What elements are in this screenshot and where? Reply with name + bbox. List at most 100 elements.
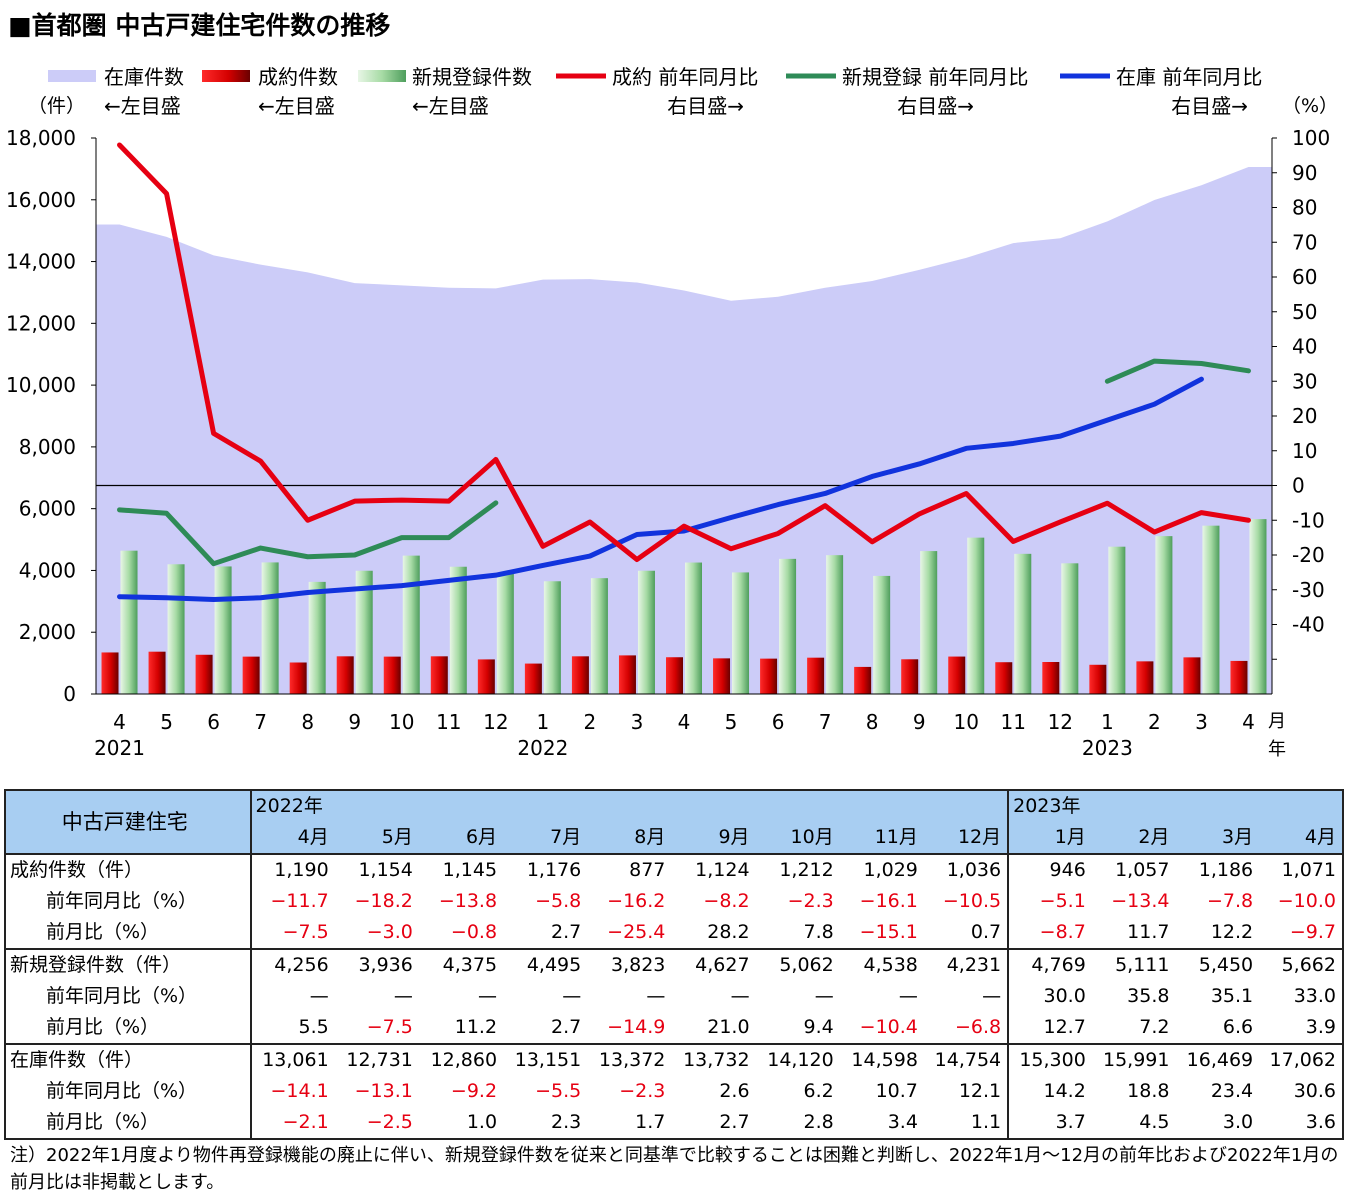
left-tick-label: 14,000	[6, 250, 76, 274]
table-row: 在庫件数（件） 13,061 12,731 12,860 13,151 13,372 13,…	[5, 1043, 1343, 1076]
contract-bar	[807, 657, 825, 694]
right-tick-label: -20	[1292, 543, 1325, 567]
table-cell: 1,212	[755, 853, 840, 886]
new-listing-bar	[355, 570, 373, 694]
x-tick-label: 1	[537, 710, 550, 734]
table-cell: 1.7	[635, 1111, 666, 1133]
x-tick-label: 3	[1195, 710, 1208, 734]
table-cell: —	[814, 985, 834, 1007]
table-cell: 17,062	[1259, 1043, 1343, 1076]
legend-label: 在庫件数	[104, 65, 184, 89]
table-cell: 4,538	[839, 948, 924, 981]
x-tick-label: 12	[1048, 710, 1073, 734]
new-listing-bar	[402, 555, 420, 694]
table-cell: −13.4	[1111, 890, 1170, 912]
left-tick-label: 18,000	[6, 126, 76, 150]
right-tick-label: -40	[1292, 613, 1325, 637]
contract-yoy-line	[117, 142, 1251, 563]
table-row: 前月比（%） −7.5 −3.0 −0.8 2.7 −25.4 28.2 7.8 −15.1 0.…	[5, 917, 1343, 949]
right-tick-label: 100	[1292, 126, 1330, 150]
table-cell: 14.2	[1007, 1076, 1092, 1107]
x-tick-label: 10	[389, 710, 414, 734]
table-cell: −10.4	[859, 1016, 918, 1038]
x-tick-label: 7	[819, 710, 832, 734]
table-row: 前月比（%） 5.5 −7.5 11.2 2.7 −14.9 21.0 9.4 −10.4 −6.…	[5, 1012, 1343, 1044]
legend-axis-note: ←左目盛	[104, 94, 181, 118]
table-row: 前月比（%） −2.1 −2.5 1.0 2.3 1.7 2.7 2.8 3.4 1.1 3.7 4.…	[5, 1107, 1343, 1139]
x-unit-month: 月	[1268, 711, 1286, 732]
table-cell: 3.0	[1222, 1111, 1254, 1133]
table-cell: 2.6	[719, 1080, 750, 1102]
table-cell: 1,186	[1175, 853, 1260, 886]
table-row: 新規登録件数（件） 4,256 3,936 4,375 4,495 3,823 4,627 5…	[5, 948, 1343, 981]
new-listing-bar	[449, 566, 467, 694]
table-cell: −6.8	[954, 1016, 1002, 1038]
x-tick-label: 5	[725, 710, 738, 734]
left-tick-label: 2,000	[19, 620, 76, 644]
table-cell: −0.8	[450, 921, 498, 943]
contract-bar	[336, 656, 354, 694]
footnote: 注）2022年1月度より物件再登録機能の廃止に伴い、新規登録件数を従来と同基準で…	[10, 1145, 1339, 1193]
year-label: 2021	[94, 736, 145, 760]
new-listing-bar	[214, 566, 232, 694]
table-row: 前年同月比（%） −11.7 −18.2 −13.8 −5.8 −16.2 −8.2 −2.3…	[5, 886, 1343, 917]
new-listing-bar	[826, 555, 844, 694]
table-cell: 1,176	[503, 853, 588, 886]
left-tick-label: 4,000	[19, 558, 76, 582]
table-cell: —	[646, 985, 666, 1007]
left-tick-label: 16,000	[6, 188, 76, 212]
right-tick-label: 70	[1292, 230, 1317, 254]
table-cell: 12.1	[958, 1080, 1002, 1102]
x-tick-label: 11	[436, 710, 461, 734]
new-listing-yoy-line	[1104, 358, 1251, 384]
table-cell: −10.5	[942, 890, 1002, 912]
table-cell: 10.7	[875, 1080, 918, 1102]
new-listing-bar	[543, 581, 561, 694]
table-cell: 1,071	[1259, 853, 1343, 886]
table-cell: −11.7	[270, 890, 329, 912]
table-cell: −3.0	[366, 921, 413, 943]
table-cell: 18.8	[1127, 1080, 1170, 1102]
right-tick-label: 90	[1292, 161, 1317, 185]
table-cell: 2.7	[551, 1016, 582, 1038]
new-listing-bar	[120, 550, 138, 694]
table-cell: 6.2	[803, 1080, 834, 1102]
right-axis-unit: （%）	[1282, 95, 1338, 117]
month-header: 2月	[1091, 822, 1176, 854]
table-cell: 13,151	[503, 1043, 588, 1076]
right-tick-label: 40	[1292, 335, 1317, 359]
row-label: 前月比（%）	[5, 917, 252, 949]
table-cell: −8.2	[703, 890, 750, 912]
x-tick-label: 3	[631, 710, 644, 734]
table-cell: 15,300	[1007, 1043, 1092, 1076]
new-listing-bar	[167, 564, 185, 694]
data-table: 中古戸建住宅 2022年 2023年 4月 5月 6月 7月 8月 9月 10月 11月 12月 1月 2…	[4, 789, 1344, 1140]
table-cell: 15,991	[1091, 1043, 1176, 1076]
new-listing-bar	[920, 551, 938, 694]
table-cell: 5,062	[755, 948, 840, 981]
table-cell: −5.1	[1007, 886, 1092, 917]
table-cell: 13,732	[671, 1043, 756, 1076]
table-cell: 12,860	[418, 1043, 504, 1076]
table-cell: —	[982, 985, 1002, 1007]
table-cell: 5,662	[1259, 948, 1343, 981]
month-header: 9月	[671, 822, 756, 854]
table-cell: 12.7	[1007, 1012, 1092, 1044]
table-cell: −8.7	[1007, 917, 1092, 949]
legend-axis-note: 右目盛→	[1171, 94, 1248, 118]
table-cell: 12,731	[334, 1043, 419, 1076]
right-tick-label: 60	[1292, 265, 1317, 289]
table-cell: —	[478, 985, 498, 1007]
chart-svg: 在庫件数 成約件数 新規登録件数 成約 前年同月比 新規登録 前年同月比 在庫 前年同月比…	[6, 65, 1338, 760]
legend-swatch-area	[48, 70, 96, 82]
table-header-row: 4月 5月 6月 7月 8月 9月 10月 11月 12月 1月 2月 3月 4月	[5, 822, 1343, 854]
table-cell: 14,120	[755, 1043, 840, 1076]
x-tick-label: 9	[348, 710, 361, 734]
table-cell: −7.5	[366, 1016, 413, 1038]
legend-label: 在庫 前年同月比	[1116, 65, 1262, 89]
legend-axis-note: ←左目盛	[412, 94, 489, 118]
table-cell: −16.2	[607, 890, 666, 912]
year-label: 2022	[517, 736, 568, 760]
table-cell: 1,190	[250, 853, 335, 886]
table-cell: 4,495	[503, 948, 588, 981]
